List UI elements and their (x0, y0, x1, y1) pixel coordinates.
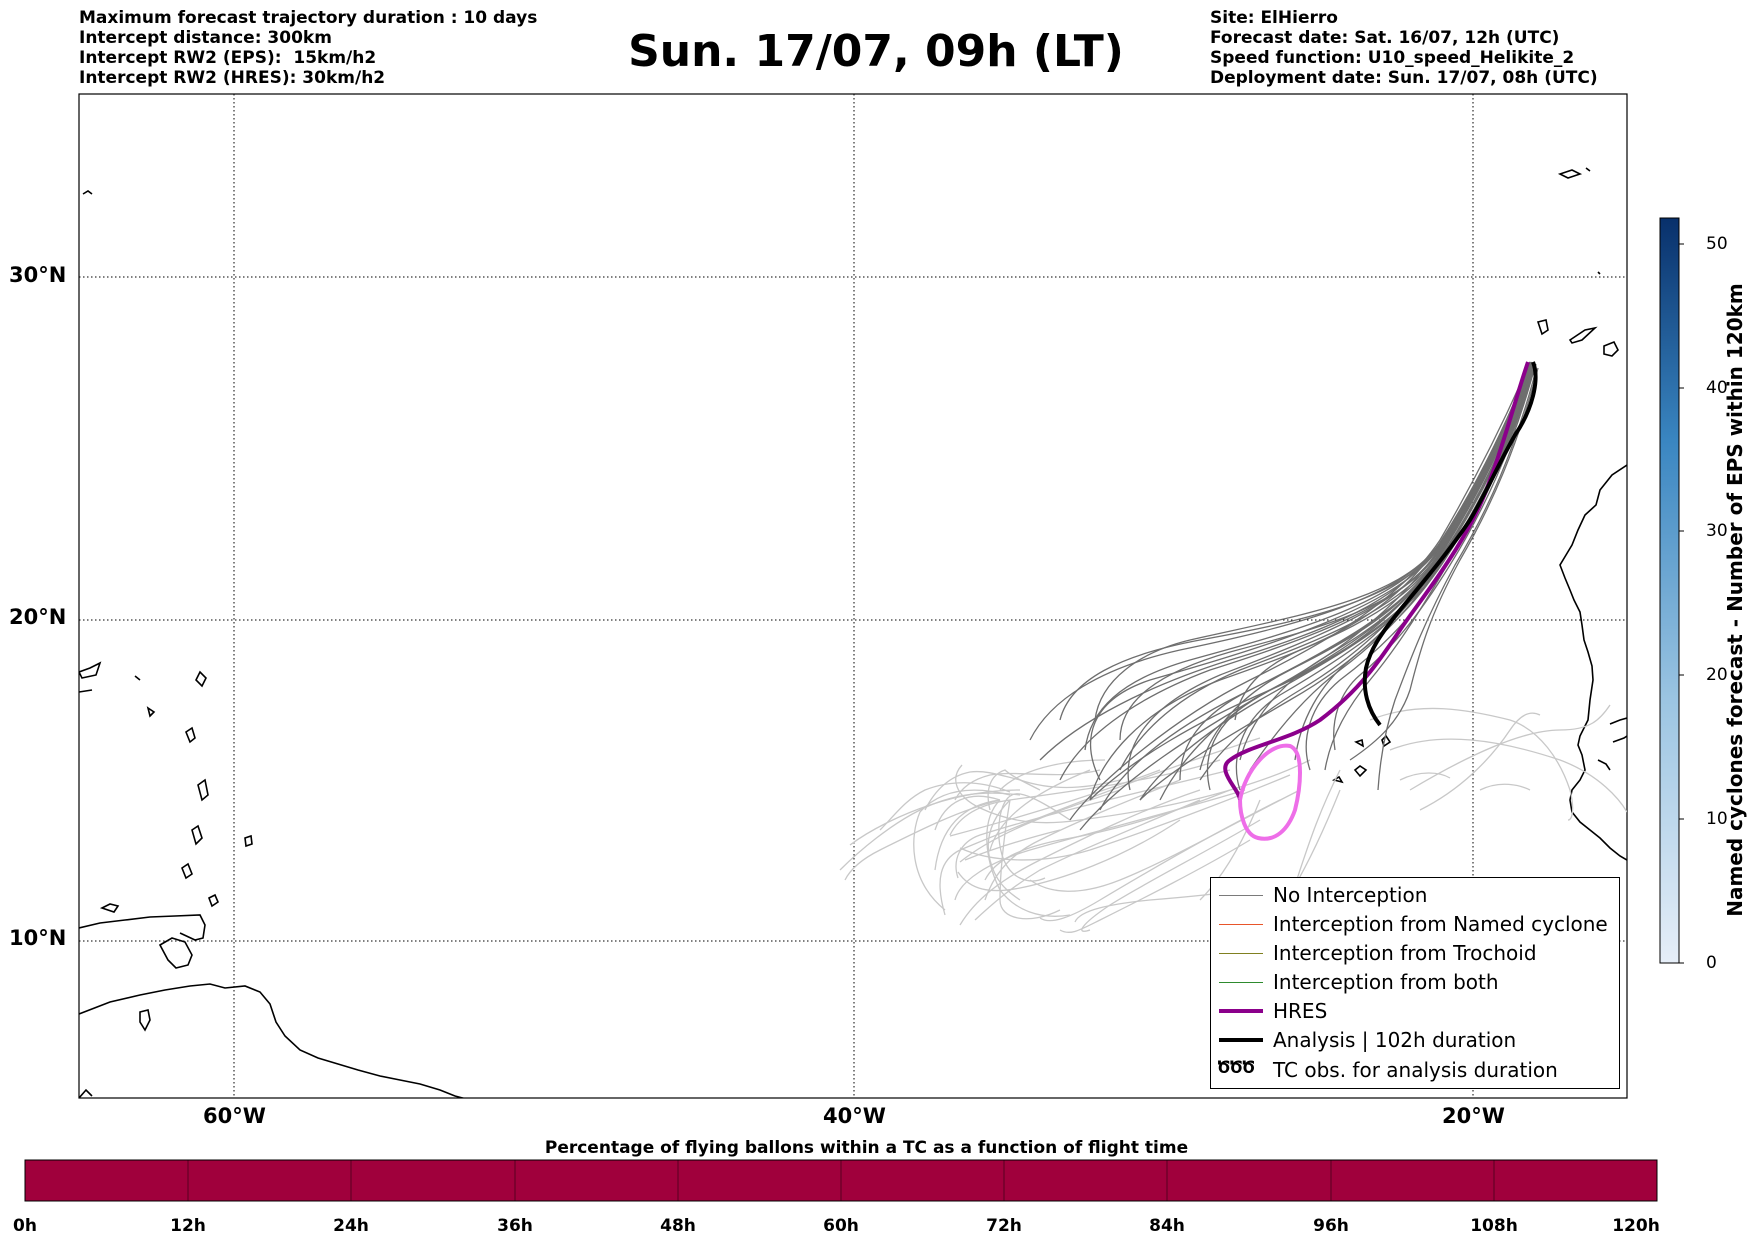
map-legend: No Interception Interception from Named … (1210, 877, 1620, 1089)
lon-label-60w: 60°W (203, 1104, 266, 1128)
legend-label: Interception from Trochoid (1273, 941, 1537, 965)
lat-label-20n: 20°N (9, 605, 67, 629)
legend-swatch (1219, 953, 1263, 954)
colorbar-tick-50: 50 (1706, 234, 1728, 254)
header-line-2: Intercept distance: 300km (79, 28, 332, 48)
colorbar-tick-10: 10 (1706, 809, 1728, 829)
speed-function-info: Speed function: U10_speed_Helikite_2 (1210, 48, 1575, 68)
hres-trajectory (1223, 361, 1530, 801)
legend-label: HRES (1273, 999, 1328, 1023)
colorbar-tick-0: 0 (1706, 953, 1717, 973)
legend-label: Interception from Named cyclone (1273, 912, 1608, 936)
legend-item-hres: HRES (1211, 998, 1619, 1026)
legend-label: No Interception (1273, 883, 1428, 907)
header-line-4: Intercept RW2 (HRES): 30km/h2 (79, 68, 386, 88)
forecast-date-info: Forecast date: Sat. 16/07, 12h (UTC) (1210, 28, 1560, 48)
tc-percentage-bar (24, 1159, 1658, 1202)
flight-time-tick-60h: 60h (823, 1216, 859, 1236)
header-line-3: Intercept RW2 (EPS): 15km/h2 (79, 48, 377, 68)
site-info: Site: ElHierro (1210, 8, 1338, 28)
legend-swatch (1219, 924, 1263, 925)
legend-item-no-interception: No Interception (1211, 882, 1619, 910)
analysis-trajectory (1362, 361, 1538, 727)
cyclone-colorbar (1659, 217, 1680, 964)
legend-item-both: Interception from both (1211, 969, 1619, 997)
legend-item-tc-obs: ԾԾԾ TC obs. for analysis duration (1211, 1057, 1619, 1085)
page-title: Sun. 17/07, 09h (LT) (628, 26, 1124, 77)
legend-label: Interception from both (1273, 970, 1499, 994)
legend-swatch (1219, 1009, 1263, 1013)
header-line-1: Maximum forecast trajectory duration : 1… (79, 8, 538, 28)
legend-label: TC obs. for analysis duration (1273, 1058, 1558, 1082)
flight-time-tick-36h: 36h (497, 1216, 533, 1236)
flight-time-tick-24h: 24h (333, 1216, 369, 1236)
tc-percentage-bar-dividers (187, 1160, 1495, 1201)
lon-label-20w: 20°W (1442, 1104, 1505, 1128)
coastlines (79, 167, 1627, 1098)
legend-swatch (1219, 895, 1263, 896)
legend-swatch (1219, 982, 1263, 983)
legend-label: Analysis | 102h duration (1273, 1028, 1517, 1052)
colorbar-title: Named cyclones forecast - Number of EPS … (1723, 150, 1747, 1050)
legend-swatch (1219, 1038, 1263, 1042)
flight-time-tick-84h: 84h (1149, 1216, 1185, 1236)
colorbar-tick-30: 30 (1706, 521, 1728, 541)
lat-label-30n: 30°N (9, 263, 67, 287)
flight-time-tick-72h: 72h (986, 1216, 1022, 1236)
cyclone-colorbar-ticks (1679, 243, 1684, 964)
eps-late-trajectories (839, 704, 1627, 934)
legend-item-named-cyclone: Interception from Named cyclone (1211, 911, 1619, 939)
flight-time-tick-0h: 0h (13, 1216, 37, 1236)
deployment-date-info: Deployment date: Sun. 17/07, 08h (UTC) (1210, 68, 1598, 88)
flight-time-tick-48h: 48h (660, 1216, 696, 1236)
colorbar-tick-20: 20 (1706, 665, 1728, 685)
hres-loop (1238, 743, 1302, 841)
flight-time-tick-120h: 120h (1612, 1216, 1660, 1236)
colorbar-tick-40: 40 (1706, 378, 1728, 398)
colorbar-title-text: Named cyclones forecast - Number of EPS … (1723, 283, 1747, 917)
tc-bar-caption: Percentage of flying ballons within a TC… (544, 1138, 1189, 1158)
flight-time-tick-12h: 12h (170, 1216, 206, 1236)
tc-symbol-icon: ԾԾԾ (1217, 1058, 1255, 1078)
flight-time-tick-108h: 108h (1470, 1216, 1518, 1236)
lat-label-10n: 10°N (9, 926, 67, 950)
flight-time-tick-96h: 96h (1313, 1216, 1349, 1236)
legend-item-trochoid: Interception from Trochoid (1211, 940, 1619, 968)
legend-item-analysis: Analysis | 102h duration (1211, 1027, 1619, 1055)
lon-label-40w: 40°W (823, 1104, 886, 1128)
